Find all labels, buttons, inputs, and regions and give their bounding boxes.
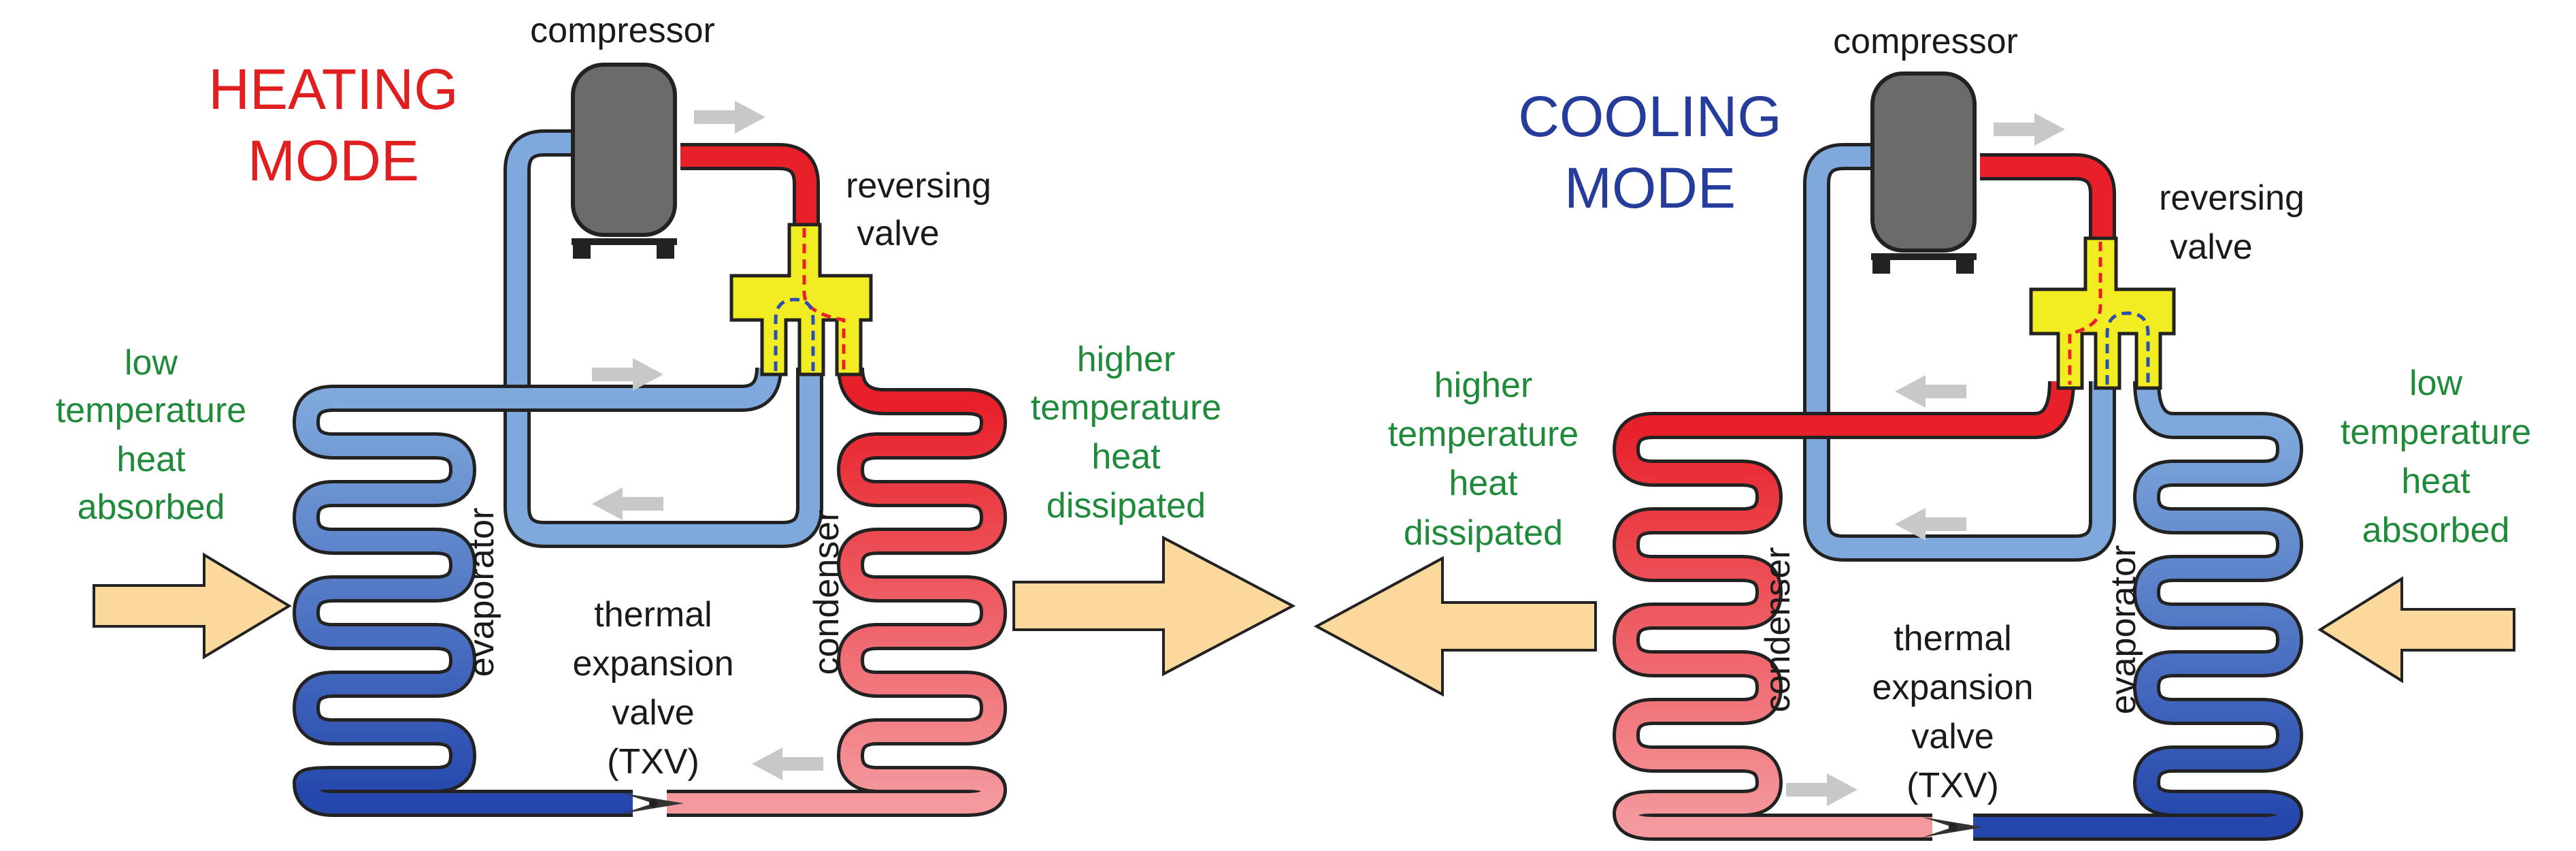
heating-txv-label-3: valve	[612, 693, 694, 733]
cooling-compressor-label: compressor	[1833, 22, 2018, 61]
heating-valve-label-1: reversing	[846, 166, 991, 206]
cooling-left-note-3: heat	[1449, 464, 1518, 503]
heating-compressor-label: compressor	[530, 11, 715, 50]
heating-flow-arrow-mid	[592, 358, 663, 391]
cooling-txv-label-3: valve	[1911, 717, 1994, 756]
cooling-flow-arrow-low	[1895, 508, 1966, 541]
heating-panel: HEATING MODE compressor	[56, 11, 1296, 817]
cooling-txv-label-1: thermal	[1894, 619, 2011, 658]
cooling-flow-arrow-top	[1994, 113, 2065, 146]
cooling-mode-subtitle: MODE	[1564, 156, 1736, 220]
heating-left-note-2: temperature	[56, 391, 246, 430]
cooling-left-note-4: dissipated	[1404, 513, 1563, 553]
heating-mode-subtitle: MODE	[248, 129, 419, 193]
cooling-right-note-1: low	[2409, 364, 2462, 403]
cooling-compressor	[1870, 71, 1977, 274]
heating-flow-arrow-low	[592, 487, 663, 520]
heating-reversing-valve	[729, 223, 873, 376]
cooling-valve-label-2: valve	[2170, 227, 2252, 267]
heating-flow-arrow-bottom	[752, 748, 823, 780]
cooling-txv-label-4: (TXV)	[1906, 766, 1999, 805]
cooling-right-note-2: temperature	[2341, 413, 2531, 452]
heating-txv-label-2: expansion	[572, 644, 733, 684]
cooling-heat-out-arrow	[1313, 556, 1597, 697]
heating-right-note-3: heat	[1091, 437, 1161, 477]
cooling-condenser-label: condenser	[1758, 547, 1798, 713]
cooling-right-note-3: heat	[2401, 462, 2471, 501]
heating-left-note-1: low	[125, 343, 178, 383]
heating-left-note-4: absorbed	[78, 487, 225, 527]
cooling-flow-arrow-bottom	[1786, 773, 1857, 806]
cooling-flow-arrow-mid	[1895, 375, 1966, 408]
heating-right-note-2: temperature	[1031, 388, 1221, 428]
cooling-right-note-4: absorbed	[2362, 511, 2510, 550]
heating-right-note-1: higher	[1077, 340, 1176, 379]
cooling-left-note-2: temperature	[1388, 415, 1579, 454]
cooling-mode-title: COOLING	[1518, 84, 1781, 148]
cooling-left-note-1: higher	[1434, 366, 1533, 405]
heating-txv-label-4: (TXV)	[607, 742, 699, 782]
cooling-heat-in-arrow	[2317, 576, 2515, 684]
heating-heat-out-arrow	[1012, 535, 1296, 677]
cooling-panel: COOLING MODE compressor	[1313, 22, 2531, 841]
heating-evaporator-label: evaporator	[462, 508, 501, 677]
cooling-evaporator-label: evaporator	[2104, 545, 2143, 715]
heating-compressor	[571, 63, 677, 259]
heating-heat-in-arrow	[93, 552, 292, 660]
heating-valve-label-2: valve	[857, 214, 939, 253]
heating-mode-title: HEATING	[208, 57, 458, 121]
heating-txv-label-1: thermal	[594, 595, 712, 635]
heating-right-note-4: dissipated	[1046, 486, 1206, 526]
cooling-valve-label-1: reversing	[2159, 178, 2305, 218]
heating-left-note-3: heat	[116, 440, 186, 479]
cooling-reversing-valve	[2029, 236, 2176, 390]
heating-flow-arrow-top	[694, 101, 765, 133]
heating-condenser-label: condenser	[807, 510, 846, 675]
cooling-txv-label-2: expansion	[1872, 668, 2033, 707]
